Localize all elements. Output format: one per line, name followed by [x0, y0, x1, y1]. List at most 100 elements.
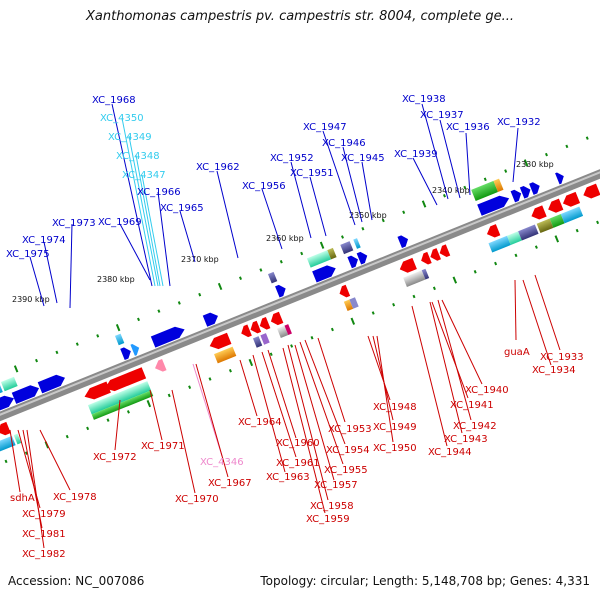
feature-box[interactable] — [560, 206, 584, 224]
gene-label-upper[interactable]: XC_1965 — [160, 203, 204, 214]
gene-arrow[interactable] — [120, 346, 133, 361]
gene-arrow[interactable] — [437, 244, 451, 258]
gene-arrow[interactable] — [82, 381, 111, 402]
gene-arrow[interactable] — [312, 263, 338, 283]
gene-label-lower[interactable]: XC_1970 — [175, 494, 219, 505]
gene-label-upper[interactable]: XC_1973 — [52, 218, 96, 229]
gene-label-upper[interactable]: XC_1951 — [290, 168, 334, 179]
gene-arrow[interactable] — [275, 283, 288, 298]
gene-arrow[interactable] — [37, 372, 68, 394]
gene-label-lower[interactable]: XC_1958 — [310, 501, 354, 512]
feature-box[interactable] — [340, 241, 354, 255]
gene-label-lower[interactable]: XC_1978 — [53, 492, 97, 503]
feature-box[interactable] — [403, 270, 426, 288]
gene-arrow[interactable] — [555, 171, 566, 185]
feature-box[interactable] — [327, 247, 337, 260]
gene-label-upper[interactable]: XC_1939 — [394, 149, 438, 160]
feature-box[interactable] — [260, 333, 270, 345]
gene-label-upper[interactable]: XC_1937 — [420, 110, 464, 121]
gene-label-lower[interactable]: XC_1979 — [22, 509, 66, 520]
gene-label-lower[interactable]: XC_1949 — [373, 422, 417, 433]
gene-label-lower[interactable]: XC_1967 — [208, 478, 252, 489]
gene-label-upper[interactable]: XC_4349 — [108, 132, 152, 143]
gene-label-lower[interactable]: XC_1955 — [324, 465, 368, 476]
gene-arrow[interactable] — [398, 257, 417, 275]
gene-label-lower[interactable]: XC_1950 — [373, 443, 417, 454]
gene-arrow[interactable] — [207, 332, 232, 352]
gene-label-lower[interactable]: XC_1943 — [444, 434, 488, 445]
gene-label-lower[interactable]: XC_1948 — [373, 402, 417, 413]
gene-label-upper[interactable]: XC_1946 — [322, 138, 366, 149]
feature-box[interactable] — [343, 299, 354, 311]
feature-box[interactable] — [421, 268, 430, 280]
gene-arrow[interactable] — [130, 342, 141, 356]
feature-box[interactable] — [518, 224, 539, 241]
gene-label-lower[interactable]: XC_1940 — [465, 385, 509, 396]
gene-label-lower[interactable]: XC_1959 — [306, 514, 350, 525]
gene-label-lower[interactable]: XC_1957 — [314, 480, 358, 491]
gene-arrow[interactable] — [153, 358, 167, 374]
gene-label-lower[interactable]: XC_1954 — [326, 445, 370, 456]
gene-arrow[interactable] — [581, 183, 600, 201]
gene-arrow[interactable] — [477, 193, 511, 216]
feature-box[interactable] — [91, 390, 154, 420]
gene-arrow[interactable] — [546, 198, 564, 215]
gene-arrow[interactable] — [529, 205, 547, 221]
gene-arrow[interactable] — [529, 180, 542, 195]
gene-label-upper[interactable]: XC_4347 — [122, 170, 166, 181]
feature-box[interactable] — [471, 180, 498, 201]
gene-label-upper[interactable]: XC_1956 — [242, 181, 286, 192]
gene-label-upper[interactable]: XC_1936 — [446, 122, 490, 133]
gene-label-lower[interactable]: XC_1942 — [453, 421, 497, 432]
feature-box[interactable] — [114, 333, 125, 346]
feature-box[interactable] — [252, 336, 263, 348]
feature-box[interactable] — [536, 218, 554, 234]
gene-arrow[interactable] — [202, 310, 220, 327]
gene-arrow[interactable] — [337, 284, 351, 299]
gene-arrow[interactable] — [0, 421, 11, 438]
gene-label-lower[interactable]: XC_1941 — [450, 400, 494, 411]
gene-label-lower[interactable]: XC_1961 — [276, 458, 320, 469]
feature-box[interactable] — [267, 271, 278, 284]
gene-label-lower[interactable]: XC_1953 — [328, 424, 372, 435]
feature-box[interactable] — [87, 381, 152, 415]
gene-label-lower[interactable]: XC_1982 — [22, 549, 66, 560]
gene-label-lower[interactable]: XC_1972 — [93, 452, 137, 463]
gene-arrow[interactable] — [269, 311, 284, 327]
gene-label-upper[interactable]: XC_1945 — [341, 153, 385, 164]
gene-label-lower[interactable]: sdhA — [10, 493, 35, 504]
gene-arrow[interactable] — [0, 393, 16, 419]
gene-label-lower[interactable]: XC_1934 — [532, 365, 576, 376]
gene-label-upper[interactable]: XC_1974 — [22, 235, 66, 246]
gene-label-upper[interactable]: XC_4348 — [116, 151, 160, 162]
feature-box[interactable] — [349, 297, 359, 309]
gene-label-lower[interactable]: XC_1971 — [141, 441, 185, 452]
gene-label-upper[interactable]: XC_1962 — [196, 162, 240, 173]
gene-arrow[interactable] — [510, 188, 524, 203]
gene-arrow[interactable] — [248, 320, 262, 335]
gene-arrow[interactable] — [150, 324, 187, 348]
gene-arrow[interactable] — [103, 367, 147, 394]
gene-arrow[interactable] — [356, 250, 370, 265]
gene-label-lower[interactable]: XC_1981 — [22, 529, 66, 540]
feature-box[interactable] — [13, 433, 22, 445]
gene-label-upper[interactable]: XC_1975 — [6, 249, 50, 260]
gene-label-lower[interactable]: XC_1933 — [540, 352, 584, 363]
gene-label-upper[interactable]: XC_1969 — [98, 217, 142, 228]
feature-box[interactable] — [488, 235, 511, 253]
gene-label-lower[interactable]: XC_4346 — [200, 457, 244, 468]
gene-label-lower[interactable]: XC_1963 — [266, 472, 310, 483]
gene-arrow[interactable] — [519, 184, 533, 199]
gene-label-upper[interactable]: XC_1932 — [497, 117, 541, 128]
feature-box[interactable] — [0, 435, 16, 454]
gene-arrow[interactable] — [11, 383, 42, 404]
gene-arrow[interactable] — [419, 251, 432, 266]
feature-box[interactable] — [277, 325, 289, 338]
gene-arrow[interactable] — [347, 254, 360, 269]
feature-box[interactable] — [493, 178, 504, 192]
feature-box[interactable] — [0, 376, 18, 392]
gene-label-lower[interactable]: guaA — [504, 347, 530, 358]
feature-box[interactable] — [306, 250, 332, 268]
gene-arrow[interactable] — [561, 191, 581, 209]
gene-label-upper[interactable]: XC_4350 — [100, 113, 144, 124]
